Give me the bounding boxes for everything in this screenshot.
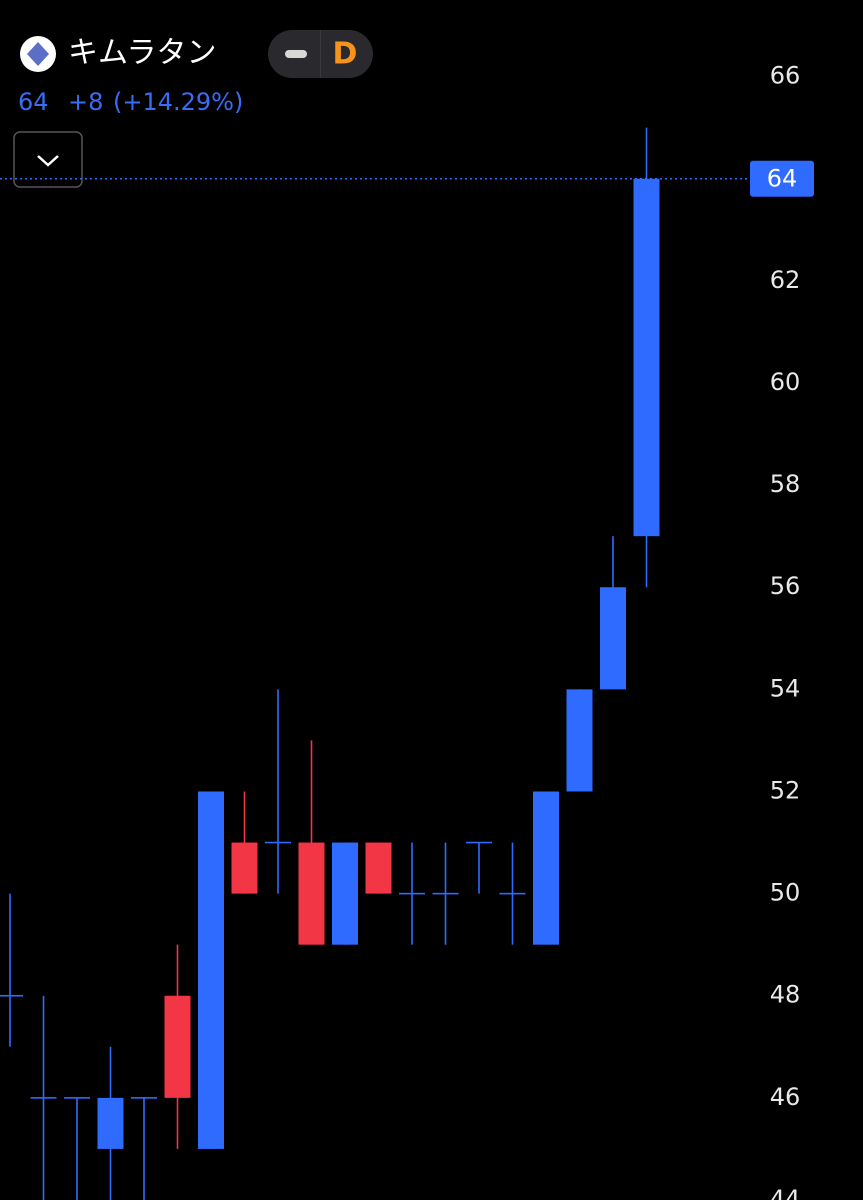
- y-tick-label: 58: [770, 470, 801, 498]
- y-tick-label: 48: [770, 981, 801, 1009]
- candle-body: [533, 791, 559, 945]
- candle-body: [265, 841, 291, 844]
- header: キムラタン D 64 +8 (+14.29%): [13, 30, 373, 188]
- candle-body: [64, 1097, 90, 1099]
- collapse-button[interactable]: [13, 131, 83, 188]
- change-pct: (+14.29%): [113, 88, 243, 116]
- y-tick-label: 62: [770, 266, 801, 294]
- last-price-label: 64: [767, 165, 798, 193]
- y-tick-label: 46: [770, 1083, 801, 1111]
- price: 64: [18, 88, 49, 116]
- y-tick-label: 60: [770, 368, 801, 396]
- symbol-icon-mark: [27, 42, 49, 66]
- symbol-name: キムラタン: [68, 36, 217, 71]
- candle-body: [499, 892, 526, 895]
- candle-body: [432, 892, 459, 895]
- candle-body: [600, 587, 626, 690]
- candle-body: [332, 842, 358, 945]
- candle-body: [97, 1097, 124, 1149]
- candle-body: [466, 841, 492, 844]
- y-tick-label: 66: [770, 62, 801, 90]
- candle-body: [164, 995, 191, 1098]
- interval-label[interactable]: D: [333, 37, 358, 72]
- y-tick-label: 44: [770, 1185, 801, 1200]
- candle-body: [198, 791, 224, 1149]
- y-tick-label: 52: [770, 776, 801, 804]
- candle-body: [131, 1097, 157, 1099]
- candle-body: [365, 842, 392, 894]
- change: +8: [68, 88, 103, 116]
- minus-icon[interactable]: [285, 50, 307, 58]
- candle-body: [633, 178, 660, 537]
- candle-body: [0, 994, 23, 997]
- y-tick-label: 54: [770, 674, 801, 702]
- candle-body: [30, 1097, 57, 1099]
- y-tick-label: 50: [770, 879, 801, 907]
- chevron[interactable]: [37, 155, 59, 167]
- candle-body: [231, 842, 258, 894]
- last-price-box: [750, 160, 814, 197]
- candle-body: [399, 892, 425, 895]
- divider: [320, 30, 321, 78]
- candle-body: [566, 689, 593, 792]
- candle-body: [298, 842, 325, 945]
- y-tick-label: 56: [770, 572, 801, 600]
